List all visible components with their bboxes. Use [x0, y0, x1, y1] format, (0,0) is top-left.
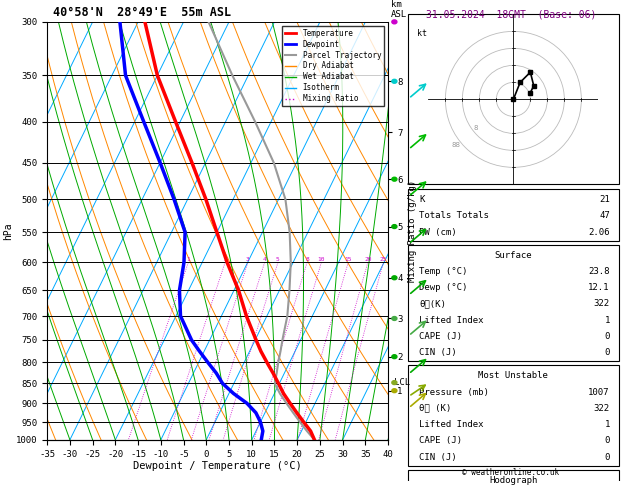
Text: θᴇ (K): θᴇ (K): [420, 404, 452, 413]
Text: CIN (J): CIN (J): [420, 348, 457, 357]
Text: kt: kt: [417, 29, 427, 38]
Text: LCL: LCL: [394, 378, 409, 387]
Text: 12.1: 12.1: [588, 283, 610, 292]
Text: Temp (°C): Temp (°C): [420, 267, 467, 276]
Text: 20: 20: [364, 258, 372, 262]
Text: Surface: Surface: [494, 251, 532, 260]
Text: 8: 8: [305, 258, 309, 262]
Text: 1007: 1007: [588, 387, 610, 397]
Text: 25: 25: [380, 258, 387, 262]
Text: 40°58'N  28°49'E  55m ASL: 40°58'N 28°49'E 55m ASL: [53, 6, 231, 19]
Text: 4: 4: [263, 258, 267, 262]
Text: Most Unstable: Most Unstable: [479, 371, 548, 380]
Text: θᴇ(K): θᴇ(K): [420, 299, 446, 309]
Text: 15: 15: [345, 258, 352, 262]
Text: 0: 0: [604, 348, 610, 357]
Text: Dewp (°C): Dewp (°C): [420, 283, 467, 292]
Text: 88: 88: [451, 142, 460, 148]
Bar: [408, 365, 619, 466]
Text: PW (cm): PW (cm): [420, 227, 457, 237]
Text: CIN (J): CIN (J): [420, 452, 457, 462]
Text: CAPE (J): CAPE (J): [420, 436, 462, 445]
Text: 0: 0: [604, 452, 610, 462]
Text: 5: 5: [276, 258, 280, 262]
Text: 322: 322: [594, 404, 610, 413]
Text: 21: 21: [599, 195, 610, 204]
Text: Lifted Index: Lifted Index: [420, 420, 484, 429]
Text: 322: 322: [594, 299, 610, 309]
Bar: [408, 244, 619, 362]
Text: 0: 0: [604, 332, 610, 341]
Bar: [408, 189, 619, 241]
Text: K: K: [420, 195, 425, 204]
Text: 23.8: 23.8: [588, 267, 610, 276]
Text: Hodograph: Hodograph: [489, 476, 538, 485]
Text: Pressure (mb): Pressure (mb): [420, 387, 489, 397]
Text: 1: 1: [604, 316, 610, 325]
Text: 0: 0: [604, 436, 610, 445]
Text: Totals Totals: Totals Totals: [420, 211, 489, 220]
Text: 8: 8: [474, 125, 478, 131]
Text: 3: 3: [246, 258, 250, 262]
Text: 47: 47: [599, 211, 610, 220]
Text: © weatheronline.co.uk: © weatheronline.co.uk: [462, 469, 560, 477]
Y-axis label: Mixing Ratio (g/kg): Mixing Ratio (g/kg): [408, 180, 417, 282]
Y-axis label: hPa: hPa: [3, 222, 13, 240]
Text: CAPE (J): CAPE (J): [420, 332, 462, 341]
Text: 2.06: 2.06: [588, 227, 610, 237]
Text: 1: 1: [604, 420, 610, 429]
Text: 10: 10: [318, 258, 325, 262]
Bar: [408, 15, 619, 184]
Text: Lifted Index: Lifted Index: [420, 316, 484, 325]
Bar: [408, 469, 619, 486]
Text: km
ASL: km ASL: [391, 0, 408, 19]
Legend: Temperature, Dewpoint, Parcel Trajectory, Dry Adiabat, Wet Adiabat, Isotherm, Mi: Temperature, Dewpoint, Parcel Trajectory…: [282, 26, 384, 106]
Text: 2: 2: [223, 258, 227, 262]
X-axis label: Dewpoint / Temperature (°C): Dewpoint / Temperature (°C): [133, 461, 302, 471]
Text: 31.05.2024  18GMT  (Base: 06): 31.05.2024 18GMT (Base: 06): [426, 10, 596, 19]
Text: 1: 1: [186, 258, 190, 262]
